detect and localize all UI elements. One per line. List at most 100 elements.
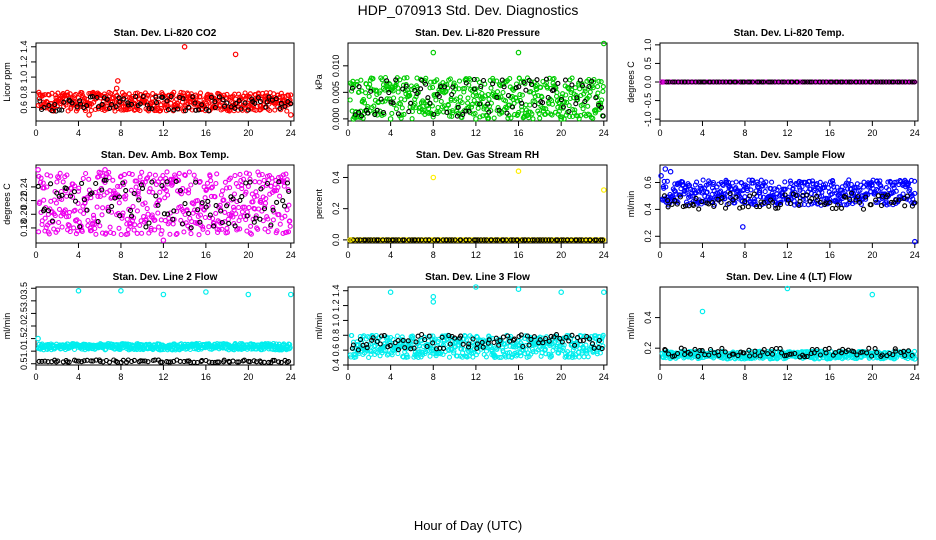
data-point — [495, 105, 501, 111]
data-point — [372, 112, 378, 118]
data-point — [598, 79, 604, 85]
data-point — [69, 100, 75, 106]
data-point — [206, 224, 212, 230]
data-point — [462, 86, 468, 92]
x-tick-label: 16 — [201, 250, 211, 260]
data-point — [278, 100, 284, 106]
data-point — [900, 191, 906, 197]
data-point — [465, 95, 471, 101]
data-point — [42, 215, 48, 221]
data-point — [423, 75, 429, 81]
data-point — [387, 116, 394, 122]
data-point — [532, 93, 538, 100]
data-point — [35, 167, 41, 173]
y-tick-label: 0.000 — [331, 108, 341, 131]
data-point — [418, 86, 424, 92]
data-point — [700, 177, 706, 183]
data-points — [347, 40, 607, 122]
data-point — [95, 193, 101, 199]
data-point — [39, 218, 45, 224]
data-point — [99, 212, 105, 218]
data-point — [476, 79, 482, 85]
data-point — [490, 78, 496, 84]
data-point — [350, 116, 357, 122]
data-point — [61, 211, 67, 217]
data-point — [473, 116, 479, 122]
data-point — [539, 94, 545, 100]
data-point — [218, 192, 224, 198]
page-title: HDP_070913 Std. Dev. Diagnostics — [357, 2, 579, 18]
data-point — [600, 113, 606, 119]
data-point — [186, 104, 192, 110]
y-tick-label: 0.0 — [331, 234, 341, 247]
x-tick-label: 8 — [431, 128, 436, 138]
plot-frame — [35, 42, 295, 122]
data-point — [459, 99, 465, 106]
data-point — [63, 188, 69, 194]
data-point — [387, 81, 393, 88]
data-point — [434, 77, 440, 83]
data-point — [56, 107, 62, 113]
data-point — [63, 214, 69, 220]
data-point — [371, 103, 377, 109]
data-point — [428, 79, 434, 85]
data-point — [56, 175, 62, 181]
data-point — [504, 110, 510, 116]
data-point — [442, 84, 448, 90]
data-point — [133, 94, 139, 100]
panel-title: Stan. Dev. Sample Flow — [733, 150, 845, 161]
data-point — [353, 109, 359, 115]
data-point — [906, 79, 912, 85]
data-point — [395, 111, 401, 117]
data-point — [679, 79, 685, 85]
panel-title: Stan. Dev. Line 3 Flow — [425, 272, 530, 283]
y-axis-label: Licor ppm — [2, 62, 12, 102]
data-point — [446, 354, 453, 360]
x-tick-label: 20 — [243, 250, 253, 260]
data-point — [902, 203, 908, 209]
data-point — [519, 100, 525, 106]
data-point — [401, 111, 407, 117]
data-point — [124, 216, 130, 222]
data-point — [527, 102, 533, 108]
data-point — [515, 98, 521, 104]
data-point — [803, 196, 809, 202]
data-point — [222, 209, 228, 215]
data-point — [46, 102, 52, 108]
data-point — [153, 193, 159, 199]
x-tick-label: 16 — [201, 128, 211, 138]
data-point — [76, 185, 82, 191]
data-point — [580, 106, 586, 112]
x-tick-label: 20 — [243, 372, 253, 382]
data-point — [899, 79, 906, 85]
x-tick-label: 12 — [782, 128, 792, 138]
data-point — [438, 98, 444, 104]
data-point — [582, 99, 588, 105]
data-point — [167, 231, 173, 237]
data-point — [139, 230, 145, 236]
data-point — [767, 79, 773, 85]
data-point — [480, 77, 487, 84]
data-point — [670, 79, 676, 85]
data-point — [242, 100, 248, 106]
data-point — [140, 94, 146, 100]
data-point — [272, 107, 278, 113]
data-point — [710, 79, 717, 85]
data-point — [478, 83, 484, 90]
data-point — [40, 180, 46, 186]
data-point — [112, 108, 118, 114]
data-point — [579, 83, 586, 89]
data-point — [450, 84, 456, 90]
data-point — [846, 177, 852, 183]
data-point — [118, 287, 124, 294]
data-point — [233, 101, 239, 107]
data-point — [586, 83, 592, 90]
data-point — [693, 79, 699, 85]
data-point — [66, 222, 72, 228]
data-point — [423, 81, 429, 87]
data-point — [450, 110, 456, 116]
data-point — [486, 115, 492, 121]
data-point — [347, 97, 353, 103]
data-point — [106, 105, 113, 112]
data-point — [782, 179, 788, 185]
